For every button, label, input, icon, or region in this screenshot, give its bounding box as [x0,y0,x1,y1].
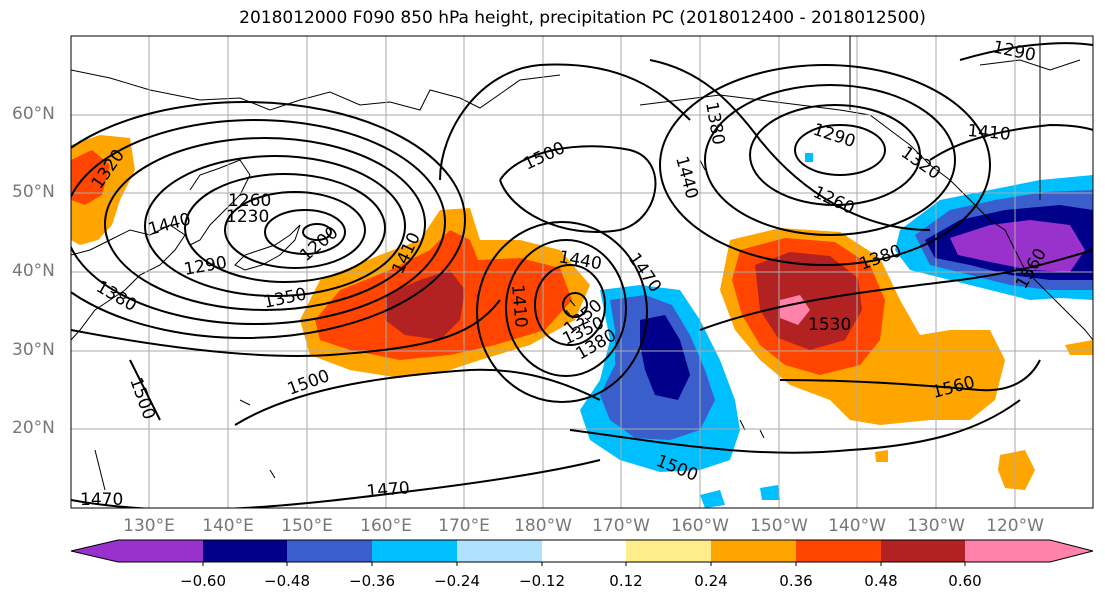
colorbar-tick-label: 0.24 [694,572,728,590]
lat-label: 30°N [12,340,55,360]
colorbar-tick-label: −0.12 [519,572,565,590]
colorbar-segment [457,540,542,562]
lon-label: 140°W [828,516,886,536]
contour-label: 1410 [967,121,1012,145]
height-contours [71,42,1093,508]
contour-label: 1230 [226,207,269,227]
lon-label: 120°W [986,516,1044,536]
colorbar-tick-label: 0.48 [864,572,898,590]
colorbar-segment [711,540,796,562]
colorbar-extend-high [1050,540,1093,562]
colorbar-segment [118,540,203,562]
colorbar-tick-label: −0.24 [434,572,480,590]
map-frame [70,35,1094,509]
colorbar-segment [542,540,626,562]
gridlines [71,36,1093,508]
contour-label: 1470 [80,490,123,510]
map-area: 1380 1350 1290 1500 1440 1320 1260 1230 … [71,36,1093,510]
colorbar-segment [203,540,287,562]
lat-label: 40°N [12,261,55,281]
colorbar-segment [626,540,711,562]
lon-label: 150°W [750,516,808,536]
figure-title: 2018012000 F090 850 hPa height, precipit… [239,8,926,28]
lon-label: 180°W [514,516,572,536]
contour-label: 1470 [366,478,411,502]
contour-label: 1530 [808,315,851,335]
colorbar [70,539,1094,566]
colorbar-extend-low [71,540,118,562]
colorbar-segment [965,540,1050,562]
colorbar-tick-label: −0.36 [349,572,395,590]
colorbar-tick-label: −0.48 [264,572,310,590]
lon-label: 130°W [907,516,965,536]
colorbar-segment [372,540,457,562]
contour-label: 1410 [507,284,531,329]
lon-label: 170°E [438,516,490,536]
colorbar-segment [287,540,372,562]
lat-label: 50°N [12,182,55,202]
colorbar-tick-label: 0.12 [609,572,643,590]
colorbar-segment [881,540,965,562]
colorbar-tick-label: 0.60 [948,572,982,590]
lon-label: 160°E [360,516,412,536]
lat-label: 20°N [12,418,55,438]
lat-label: 60°N [12,104,55,124]
lon-label: 170°W [592,516,650,536]
lon-label: 160°W [671,516,729,536]
colorbar-tick-label: 0.36 [779,572,813,590]
lon-label: 140°E [202,516,254,536]
colorbar-segment [796,540,881,562]
colorbar-tick-label: −0.60 [180,572,226,590]
lon-label: 150°E [281,516,333,536]
contour-label: 1260 [228,191,271,211]
lon-label: 130°E [123,516,175,536]
